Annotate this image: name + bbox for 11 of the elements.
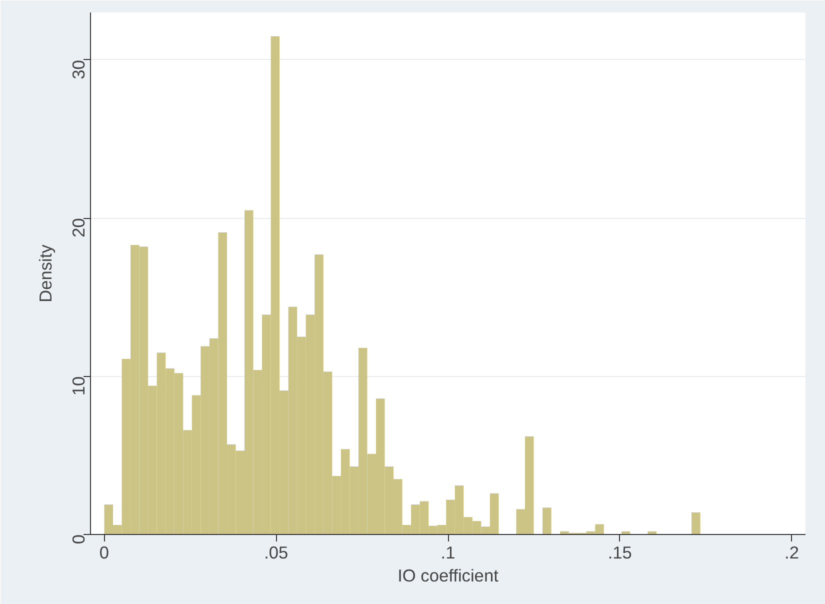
x-tick-label: .2 xyxy=(784,542,799,562)
x-tick-label: .05 xyxy=(264,542,288,562)
y-tick-label: 0 xyxy=(68,534,88,544)
y-tick-label: 20 xyxy=(68,218,88,238)
x-axis-title: IO coefficient xyxy=(398,566,499,586)
x-tick-label: .1 xyxy=(440,542,456,562)
x-tick-label: 0 xyxy=(99,542,110,562)
y-tick-label: 30 xyxy=(68,60,88,80)
y-tick-label: 10 xyxy=(68,376,88,396)
x-tick-label: .15 xyxy=(608,542,632,562)
y-axis-title: Density xyxy=(36,244,56,302)
